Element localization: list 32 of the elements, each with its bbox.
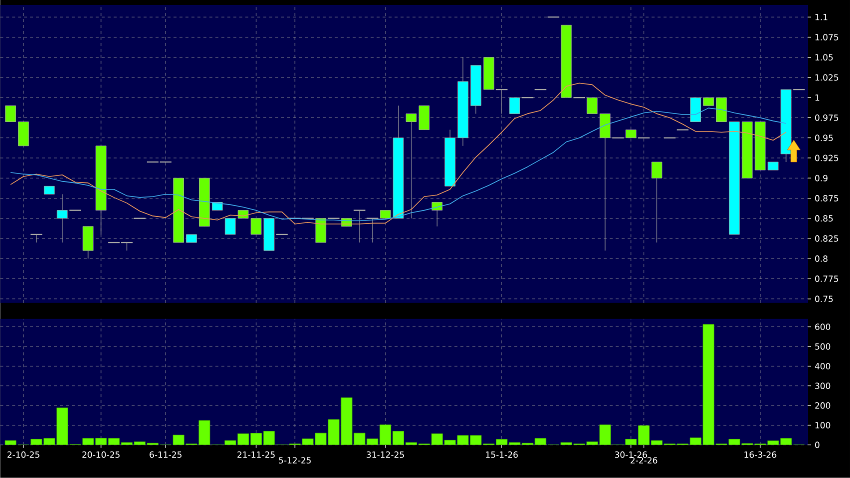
x-tick-label: 16-3-26 (744, 451, 776, 458)
x-tick-label: 2-2-26 (630, 457, 658, 464)
x-tick-label: 21-11-25 (237, 451, 275, 458)
x-tick-label: 31-12-25 (366, 451, 404, 458)
y-tick-label: 0 (815, 442, 820, 448)
y-tick-label: 0.75 (815, 296, 833, 302)
y-tick-label: 200 (815, 402, 830, 409)
x-tick-label: 2-10-25 (8, 451, 40, 458)
x-tick-label: 6-11-25 (150, 451, 182, 458)
y-tick-label: 600 (815, 324, 830, 330)
y-tick-label: 100 (815, 422, 830, 428)
y-tick-label: 1.025 (815, 74, 838, 81)
y-tick-label: 0.925 (815, 154, 838, 162)
y-tick-label: 1.05 (815, 54, 833, 61)
x-tick-label: 15-1-26 (486, 451, 518, 458)
y-tick-label: 0.775 (815, 276, 838, 282)
x-tick-label: 5-12-25 (278, 457, 311, 464)
y-tick-label: 0.9 (815, 174, 828, 182)
y-tick-label: 0.85 (815, 215, 833, 222)
y-tick-label: 500 (815, 343, 830, 350)
y-tick-label: 0.8 (815, 255, 828, 262)
y-tick-label: 1.1 (815, 14, 828, 20)
y-tick-label: 0.875 (815, 195, 838, 202)
y-tick-label: 0.825 (815, 235, 838, 242)
y-tick-label: 400 (814, 363, 830, 370)
x-tick-label: 20-10-25 (82, 451, 120, 458)
y-tick-label: 0.975 (815, 114, 838, 121)
y-tick-label: 1.075 (815, 34, 838, 40)
y-tick-label: 1 (815, 94, 820, 101)
y-tick-label: 0.95 (815, 134, 833, 142)
x-tick-label: 30-1-26 (615, 451, 647, 458)
y-tick-label: 300 (815, 382, 830, 390)
